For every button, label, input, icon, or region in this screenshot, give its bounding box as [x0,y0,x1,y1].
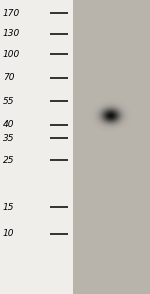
Text: 15: 15 [3,203,15,212]
Text: 35: 35 [3,134,15,143]
Text: 25: 25 [3,156,15,165]
Text: 10: 10 [3,229,15,238]
Text: 100: 100 [3,50,20,59]
Text: 40: 40 [3,121,15,129]
Text: 130: 130 [3,29,20,38]
Text: 70: 70 [3,74,15,82]
Bar [73,0,150,294]
Text: 55: 55 [3,97,15,106]
Text: 170: 170 [3,9,20,18]
